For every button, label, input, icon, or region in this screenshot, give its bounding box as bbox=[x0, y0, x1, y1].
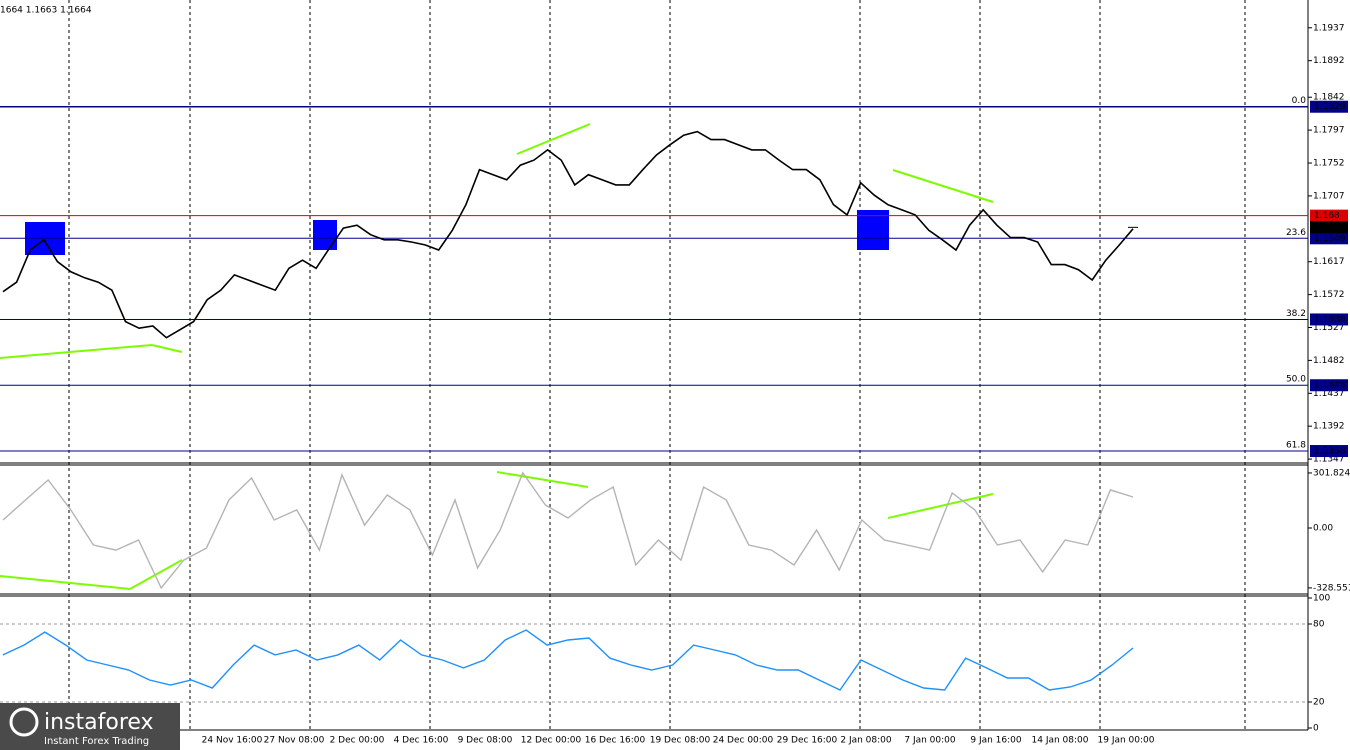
y-tick-label: 100 bbox=[1313, 594, 1330, 604]
price-line bbox=[2, 130, 1134, 339]
divergence-line bbox=[496, 471, 589, 488]
fib-level-name: 0.0 bbox=[1292, 96, 1307, 106]
price-box-label: 1.1358 bbox=[1314, 447, 1346, 457]
y-tick-label: 0 bbox=[1313, 724, 1319, 734]
brand: instaforex bbox=[44, 710, 154, 735]
x-tick-label: 29 Dec 16:00 bbox=[777, 736, 838, 746]
y-tick-label: 1.1482 bbox=[1313, 356, 1345, 366]
x-tick-label: 27 Nov 08:00 bbox=[264, 736, 325, 746]
signal-box bbox=[313, 220, 337, 250]
y-tick-label: 1.1527 bbox=[1313, 323, 1345, 333]
price-box bbox=[1310, 379, 1348, 392]
x-tick-label: 7 Jan 00:00 bbox=[904, 736, 956, 746]
price-box-label: 1.1664 bbox=[1314, 223, 1346, 233]
price-box bbox=[1310, 100, 1348, 113]
x-tick-label: 9 Jan 16:00 bbox=[970, 736, 1022, 746]
y-tick-label: 1.1347 bbox=[1313, 455, 1345, 465]
y-tick-label: 1.1797 bbox=[1313, 126, 1345, 136]
y-tick-label: 1.1842 bbox=[1313, 93, 1345, 103]
price-box-label: 1.168 bbox=[1314, 211, 1340, 221]
y-tick-label: 1.1707 bbox=[1313, 191, 1345, 201]
cci-line bbox=[2, 471, 1134, 590]
divergence-line bbox=[892, 169, 994, 203]
x-tick-label: 2 Dec 00:00 bbox=[330, 736, 385, 746]
divergence-line bbox=[516, 123, 591, 155]
divergence-line bbox=[0, 575, 131, 590]
y-tick-label: 1.1572 bbox=[1313, 290, 1345, 300]
divergence-line bbox=[0, 344, 153, 359]
y-tick-label: -328.551 bbox=[1313, 583, 1350, 593]
rsi-line bbox=[2, 629, 1134, 691]
x-tick-label: 24 Nov 16:00 bbox=[202, 736, 263, 746]
watermark: instaforex Instant Forex Trading bbox=[0, 703, 180, 750]
divergence-line bbox=[129, 559, 183, 590]
y-tick-label: 301.8242 bbox=[1313, 468, 1350, 478]
price-box bbox=[1310, 232, 1348, 245]
price-box bbox=[1310, 221, 1348, 234]
divergence-line bbox=[151, 344, 183, 353]
x-tick-label: 19 Dec 08:00 bbox=[650, 736, 711, 746]
vertical-separators bbox=[68, 0, 1246, 730]
x-tick-label: 2 Jan 08:00 bbox=[840, 736, 892, 746]
y-tick-label: 0.00 bbox=[1313, 523, 1333, 533]
y-tick-label: 1.1892 bbox=[1313, 56, 1345, 66]
price-box-label: 1.1649 bbox=[1314, 234, 1346, 244]
tagline: Instant Forex Trading bbox=[44, 736, 149, 747]
price-box-label: 1.1538 bbox=[1314, 315, 1346, 325]
x-tick-label: 24 Dec 00:00 bbox=[713, 736, 774, 746]
fib-level-name: 23.6 bbox=[1286, 228, 1306, 238]
fib-level-name: 61.8 bbox=[1286, 441, 1306, 451]
x-tick-label: 16 Dec 16:00 bbox=[585, 736, 646, 746]
fib-level-name: 38.2 bbox=[1286, 309, 1306, 319]
y-tick-label: 20 bbox=[1313, 698, 1325, 708]
price-box bbox=[1310, 313, 1348, 326]
divergence-lines bbox=[0, 123, 994, 590]
y-tick-label: 1.1617 bbox=[1313, 257, 1345, 267]
price-box bbox=[1310, 209, 1348, 222]
logo bbox=[9, 707, 39, 737]
y-tick-label: 1.1392 bbox=[1313, 422, 1345, 432]
x-tick-label: 12 Dec 00:00 bbox=[521, 736, 582, 746]
x-tick-label: 14 Jan 08:00 bbox=[1032, 736, 1089, 746]
divergence-line bbox=[887, 493, 994, 519]
y-tick-label: 1.1937 bbox=[1313, 23, 1345, 33]
price-box bbox=[1310, 445, 1348, 458]
price-box-label: 1.1829 bbox=[1314, 102, 1346, 112]
y-tick-label: 80 bbox=[1313, 620, 1325, 630]
x-tick-label: 9 Dec 08:00 bbox=[458, 736, 513, 746]
price-header: 1664 1.1663 1.1664 bbox=[0, 6, 92, 16]
x-tick-label: 4 Dec 16:00 bbox=[394, 736, 449, 746]
y-tick-label: 1.1437 bbox=[1313, 389, 1345, 399]
price-box-label: 1.1448 bbox=[1314, 381, 1346, 391]
signal-box bbox=[857, 210, 889, 250]
y-tick-label: 1.1752 bbox=[1313, 159, 1345, 169]
fib-level-name: 50.0 bbox=[1286, 375, 1306, 385]
x-tick-label: 19 Jan 00:00 bbox=[1098, 736, 1155, 746]
